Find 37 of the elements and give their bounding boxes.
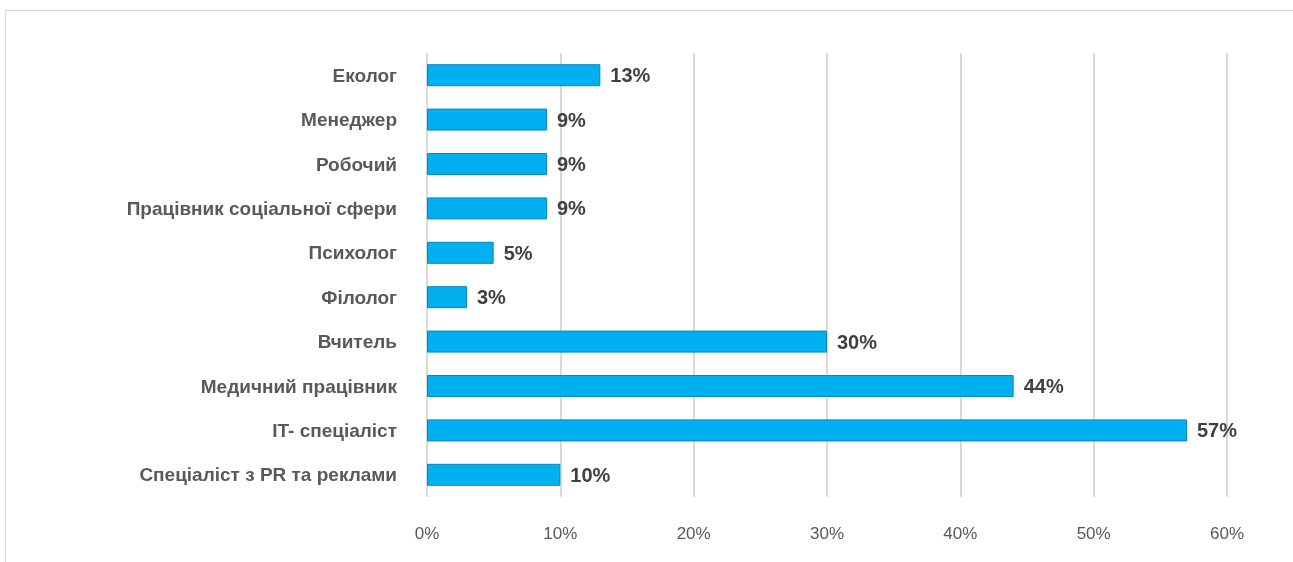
data-label: 13% [610, 64, 651, 87]
y-tick-label: Менеджер [301, 109, 397, 131]
x-tick-label: 20% [676, 524, 711, 543]
bar [427, 197, 547, 220]
data-label: 9% [557, 108, 587, 131]
data-label: 5% [503, 241, 533, 264]
bar [427, 153, 547, 175]
data-label: 30% [837, 330, 878, 353]
data-label: 9% [557, 197, 587, 220]
data-label: 10% [570, 463, 611, 486]
y-tick-label: Працівник соціальної сфери [126, 197, 397, 219]
bar [427, 419, 1187, 442]
bar [427, 286, 467, 309]
bar [427, 463, 561, 486]
x-tick-label: 50% [1076, 524, 1111, 543]
x-tick-label: 10% [543, 524, 578, 543]
bar [427, 375, 1014, 397]
bar [427, 108, 547, 131]
y-tick-label: Спеціаліст з PR та реклами [139, 464, 397, 486]
y-tick-label: Медичний працівник [200, 375, 398, 397]
data-label: 9% [557, 153, 587, 175]
data-label: 3% [477, 286, 507, 309]
y-tick-label: Філолог [321, 286, 398, 308]
x-tick-label: 0% [414, 524, 440, 543]
y-tick-label: Психолог [308, 242, 398, 264]
y-tick-label: IT- спеціаліст [272, 419, 397, 441]
bar [427, 241, 494, 264]
bar [427, 64, 601, 87]
x-tick-label: 60% [1209, 524, 1245, 543]
bar [427, 330, 827, 353]
y-tick-label: Еколог [332, 64, 398, 86]
x-tick-label: 40% [943, 524, 978, 543]
x-tick-label: 30% [809, 524, 845, 543]
y-tick-label: Вчитель [317, 331, 397, 353]
y-tick-label: Робочий [315, 153, 397, 175]
data-label: 44% [1023, 375, 1064, 397]
data-label: 57% [1197, 419, 1238, 442]
